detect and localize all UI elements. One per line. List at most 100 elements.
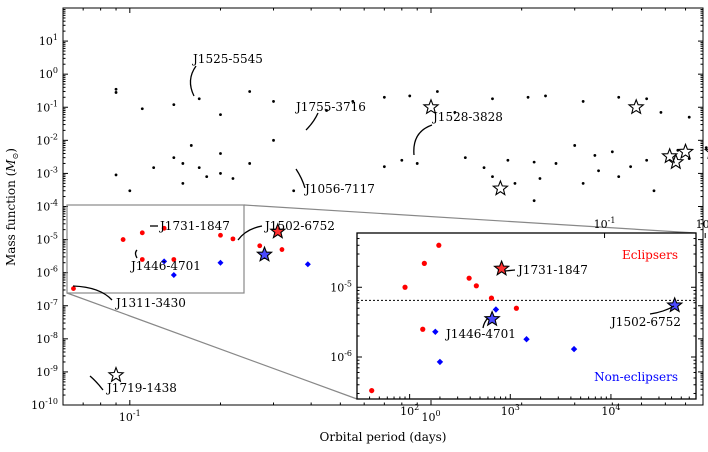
leader-j1056 — [295, 168, 306, 189]
data-point — [152, 166, 156, 169]
data-point — [408, 94, 412, 98]
y-tick-label: 10-1 — [36, 99, 58, 114]
data-point — [554, 162, 558, 165]
leader-j1525 — [189, 65, 197, 97]
zoom-box — [66, 204, 245, 294]
leader-j1528 — [413, 124, 433, 156]
data-point — [506, 158, 510, 162]
inset-non-eclipser-point — [436, 358, 444, 366]
inset-eclipser-point — [420, 326, 426, 332]
inset-top-tick-label: 100 — [696, 216, 708, 231]
y-tick-label: 10-6 — [36, 265, 58, 280]
label-j1525-5545: J1525-5545 — [191, 52, 263, 66]
label-j1056-7117: J1056-7117 — [303, 182, 375, 196]
inset-y-tick-label: 10-6 — [330, 349, 352, 364]
label-j1502-6752-main: J1502-6752 — [263, 219, 335, 233]
inset-eclipser-point — [513, 305, 519, 311]
y-axis-label: Mass function (M⊙) — [4, 148, 20, 266]
star-marker-highlight — [269, 222, 287, 239]
data-point — [230, 236, 236, 242]
data-point — [120, 237, 126, 242]
annotation-lines — [72, 65, 433, 391]
leader-j1446-inset — [482, 317, 489, 329]
data-point — [197, 166, 201, 169]
data-point — [172, 103, 176, 107]
data-point — [197, 97, 201, 101]
data-point — [687, 115, 691, 119]
zoom-connector-bottom — [66, 292, 358, 400]
data-point — [704, 146, 708, 150]
inset-eclipser-point — [421, 260, 427, 266]
star-marker — [107, 366, 125, 383]
inset-eclipser-point — [473, 283, 479, 289]
y-tick-label: 10-8 — [36, 331, 58, 346]
y-tick-label: 10-10 — [31, 397, 58, 412]
data-point-diamond — [161, 258, 168, 265]
data-point — [272, 138, 275, 142]
y-tick-label: 100 — [39, 66, 58, 81]
label-j1446-4701-main: J1446-4701 — [129, 259, 201, 273]
data-point — [219, 172, 222, 175]
inset-star-marker — [666, 296, 684, 313]
data-point — [532, 160, 536, 164]
data-point-diamond — [170, 272, 177, 279]
data-point — [218, 232, 223, 238]
data-point — [248, 162, 252, 165]
main-ticks: 101 100 10-1 10-2 10-3 10-4 10-5 10-6 10-7 10-8 10… — [31, 8, 704, 424]
inset-eclipser-point — [402, 284, 408, 290]
data-point — [139, 257, 145, 262]
star-marker — [422, 98, 440, 115]
inset-non-eclipser-point — [432, 328, 439, 335]
data-point — [205, 175, 209, 179]
y-tick-label: 10-4 — [36, 199, 58, 214]
data-point — [610, 150, 614, 154]
data-point — [491, 97, 494, 101]
data-point — [573, 144, 577, 147]
inset-eclipser-point — [488, 295, 495, 301]
data-point — [645, 97, 649, 101]
leader-j1446-main — [134, 249, 138, 259]
legend-non-eclipsers: Non-eclipsers — [594, 370, 678, 384]
inset-top-tick-label: 10-1 — [594, 216, 616, 231]
data-point — [351, 100, 355, 103]
data-point — [272, 100, 275, 103]
star-marker — [491, 179, 509, 196]
inset-x-tick-label: 104 — [601, 403, 620, 418]
data-point — [482, 166, 486, 169]
leader-j1502-main — [237, 225, 263, 241]
y-tick-label: 10-5 — [36, 232, 58, 247]
inset-ticks: 102 103 104 10-5 10-6 10-1 100 — [330, 216, 708, 418]
inset-annotation-lines — [482, 269, 675, 329]
data-point — [172, 156, 176, 160]
data-point — [652, 189, 656, 193]
star-marker-highlight — [255, 245, 274, 262]
data-point — [526, 95, 530, 99]
label-j1731-1847-main: J1731-1847 — [158, 219, 230, 233]
inset-eclipser-point — [436, 242, 442, 248]
legend-eclipsers: Eclipsers — [622, 248, 678, 262]
data-point — [114, 91, 118, 94]
data-point — [140, 107, 144, 111]
data-point — [415, 162, 419, 165]
data-point-diamond — [217, 259, 224, 266]
data-point — [114, 87, 118, 91]
data-point — [629, 165, 633, 169]
data-point — [279, 247, 285, 252]
data-point — [597, 169, 600, 173]
star-marker — [676, 142, 695, 160]
data-point — [491, 175, 494, 179]
data-point — [463, 156, 467, 160]
data-point — [189, 144, 193, 147]
data-point — [532, 199, 536, 203]
y-tick-label: 10-7 — [36, 298, 58, 313]
inset-star-marker — [483, 310, 501, 327]
y-tick-label: 101 — [39, 33, 58, 48]
data-point — [325, 109, 328, 112]
data-point — [538, 177, 542, 180]
data-point — [400, 158, 404, 162]
inset-label-j1446-4701: J1446-4701 — [444, 327, 516, 341]
inset-label-j1731-1847: J1731-1847 — [516, 263, 588, 277]
inset-panel — [356, 232, 697, 400]
y-tick-label: 10-2 — [36, 132, 58, 147]
x-axis-label: Orbital period (days) — [320, 430, 447, 444]
